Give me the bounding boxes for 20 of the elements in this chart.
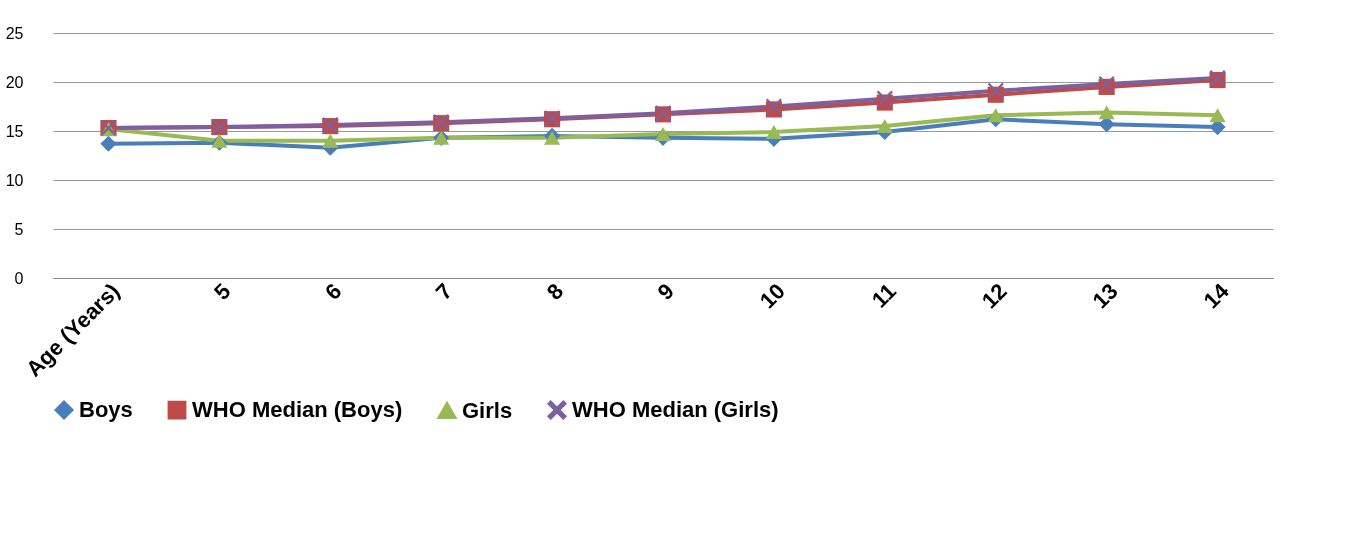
y-tick-label: 10 <box>5 171 24 189</box>
x-tick-label: 5 <box>209 278 236 305</box>
x-tick-label: 7 <box>430 278 458 305</box>
y-tick-label: 15 <box>5 122 24 140</box>
x-tick-label: 14 <box>1198 277 1235 314</box>
legend-label: Girls <box>462 397 513 423</box>
x-tick-label: 13 <box>1087 278 1123 314</box>
x-tick-label: 8 <box>541 278 569 305</box>
x-tick-label: 11 <box>866 278 901 313</box>
x-tick-label: 9 <box>652 278 680 305</box>
x-tick-label: 6 <box>319 278 347 305</box>
y-tick-label: 0 <box>14 269 24 287</box>
y-tick-label: 20 <box>5 73 24 91</box>
legend-label: WHO Median (Boys) <box>192 397 403 423</box>
x-tick-label: 10 <box>754 278 790 314</box>
y-tick-label: 25 <box>5 24 24 42</box>
legend-label: Boys <box>79 397 133 423</box>
legend-label: WHO Median (Girls) <box>572 397 779 423</box>
x-tick-label: 12 <box>976 278 1012 314</box>
y-tick-label: 5 <box>14 220 24 238</box>
